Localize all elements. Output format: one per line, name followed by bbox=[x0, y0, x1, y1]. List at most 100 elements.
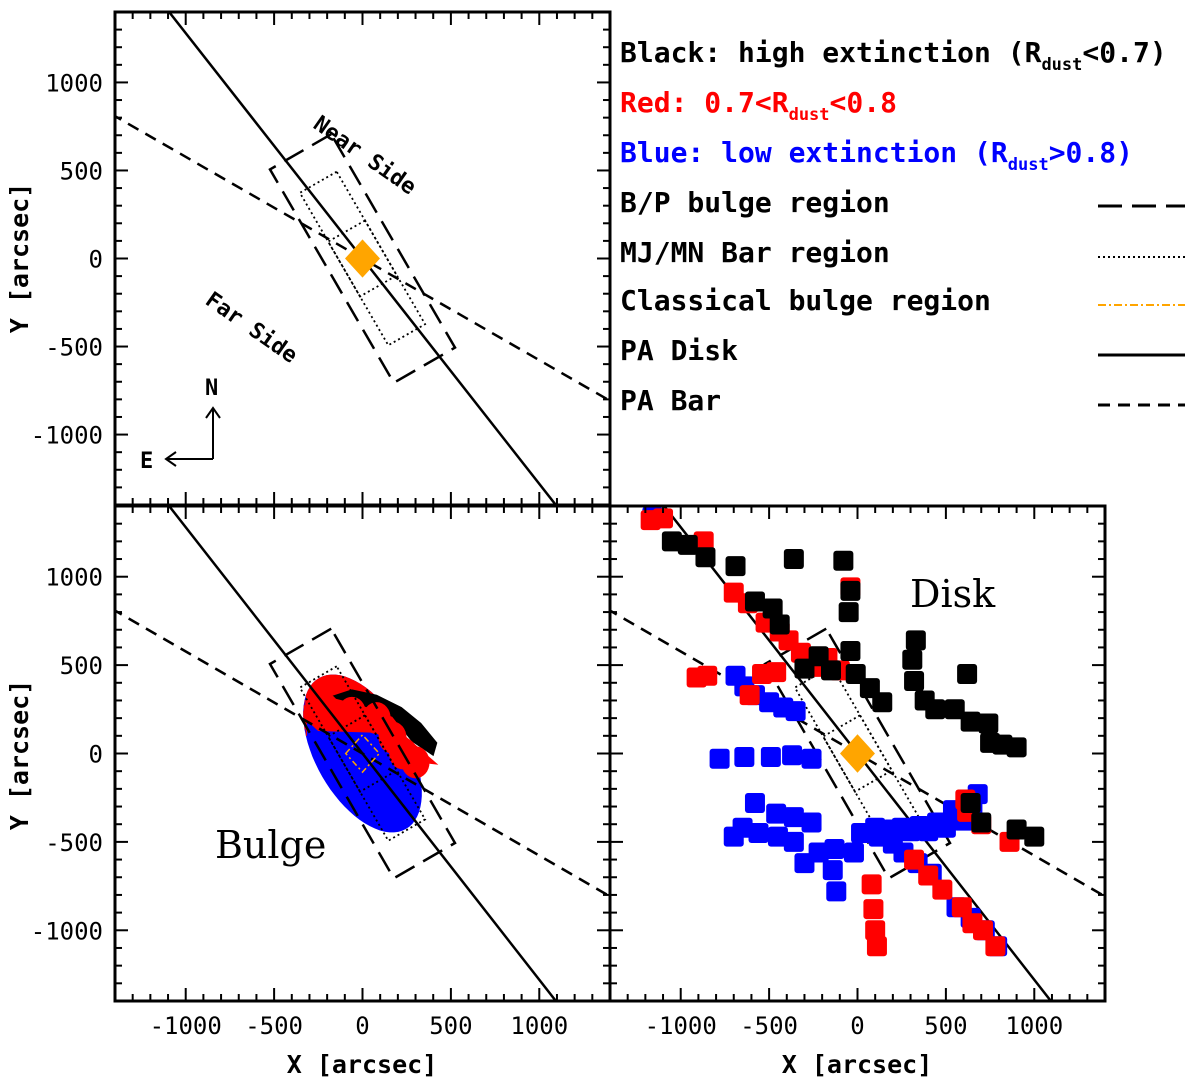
disk-black-point bbox=[902, 649, 923, 670]
disk-red-point bbox=[766, 662, 787, 683]
disk-red-point bbox=[865, 920, 886, 941]
y-tick-label: -500 bbox=[45, 334, 103, 362]
pa-bar-line bbox=[115, 609, 610, 898]
x-axis-label-right: X [arcsec] bbox=[782, 1050, 933, 1079]
x-tick-label: 500 bbox=[924, 1012, 967, 1040]
disk-blue-point bbox=[760, 747, 781, 768]
y-tick-label: -1000 bbox=[31, 422, 103, 450]
x-axis-label-left: X [arcsec] bbox=[287, 1050, 438, 1079]
disk-black-point bbox=[944, 699, 965, 720]
disk-blue-point bbox=[843, 842, 864, 863]
disk-black-point bbox=[769, 614, 790, 635]
bulge-black-region bbox=[328, 689, 438, 757]
disk-red-point bbox=[985, 936, 1006, 957]
legend-bp-bulge-label: B/P bulge region bbox=[620, 186, 890, 219]
x-tick-label: 1000 bbox=[510, 1012, 568, 1040]
disk-black-point bbox=[905, 630, 926, 651]
pa-bar-line bbox=[610, 609, 1105, 898]
disk-blue-point bbox=[826, 881, 847, 902]
bp-bulge-box bbox=[268, 132, 457, 385]
legend-red-text: Red: 0.7<Rdust<0.8 bbox=[620, 86, 897, 125]
disk-black-point bbox=[762, 598, 783, 619]
disk-blue-point bbox=[801, 812, 822, 833]
disk-blue-point bbox=[891, 817, 912, 838]
disk-blue-point bbox=[909, 815, 930, 836]
disk-blue-point bbox=[824, 838, 845, 859]
compass: N E bbox=[140, 376, 221, 474]
disk-blue-point bbox=[822, 860, 843, 881]
disk-red-point bbox=[918, 865, 939, 886]
disk-blue-point bbox=[766, 803, 787, 824]
inner-bar-box bbox=[326, 714, 399, 793]
bulge-red-blob bbox=[337, 696, 366, 729]
bulge-red-blob bbox=[311, 693, 340, 726]
y-axis-label-top: Y [arcsec] bbox=[5, 183, 34, 334]
bulge-red-blob bbox=[401, 746, 430, 779]
disk-blue-point bbox=[748, 823, 769, 844]
disk-blue-point bbox=[808, 842, 829, 863]
disk-red-point bbox=[861, 874, 882, 895]
legend-pa-disk-label: PA Disk bbox=[620, 334, 738, 367]
classical-bulge-region bbox=[840, 734, 875, 773]
disk-black-point bbox=[838, 602, 859, 623]
disk-black-point bbox=[794, 658, 815, 679]
disk-blue-point bbox=[709, 748, 730, 769]
disk-red-point bbox=[863, 899, 884, 920]
disk-black-point bbox=[904, 671, 925, 692]
disk-black-point bbox=[872, 692, 893, 713]
disk-black-point bbox=[695, 547, 716, 568]
disk-black-point bbox=[840, 640, 861, 661]
y-axis-label-bottom: Y [arcsec] bbox=[5, 680, 34, 831]
x-tick-label: -1000 bbox=[645, 1012, 717, 1040]
x-tick-label: 500 bbox=[429, 1012, 472, 1040]
disk-blue-point bbox=[732, 817, 753, 838]
legend-black-text: Black: high extinction (Rdust<0.7) bbox=[620, 36, 1167, 75]
disk-black-point bbox=[960, 711, 981, 732]
legend-bar-label: MJ/MN Bar region bbox=[620, 236, 890, 269]
east-label: E bbox=[140, 449, 153, 474]
disk-label: Disk bbox=[910, 572, 996, 616]
disk-blue-point bbox=[801, 748, 822, 769]
disk-black-point bbox=[840, 580, 861, 601]
x-tick-label: 0 bbox=[850, 1012, 864, 1040]
y-tick-label: -1000 bbox=[31, 917, 103, 945]
y-tick-label: 1000 bbox=[45, 564, 103, 592]
disk-red-point bbox=[697, 665, 718, 686]
far-side-label: Far Side bbox=[201, 287, 302, 368]
disk-blue-point bbox=[785, 701, 806, 722]
disk-black-point bbox=[978, 713, 999, 734]
disk-blue-point bbox=[782, 745, 803, 766]
inner-bar-box bbox=[326, 219, 399, 298]
x-tick-label: 0 bbox=[355, 1012, 369, 1040]
x-tick-label: -500 bbox=[740, 1012, 798, 1040]
disk-blue-point bbox=[783, 807, 804, 828]
disk-black-point bbox=[971, 812, 992, 833]
disk-black-point bbox=[957, 663, 978, 684]
disk-black-point bbox=[744, 591, 765, 612]
disk-panel: Disk -1000 -500 0 500 1000 bbox=[608, 504, 1107, 1040]
y-tick-label: 500 bbox=[60, 157, 103, 185]
disk-red-point bbox=[932, 879, 953, 900]
disk-blue-point bbox=[927, 812, 948, 833]
y-tick-label: 500 bbox=[60, 652, 103, 680]
y-tick-label: 0 bbox=[89, 246, 103, 274]
disk-black-point bbox=[1024, 826, 1045, 847]
disk-black-point bbox=[833, 550, 854, 571]
disk-blue-point bbox=[783, 831, 804, 852]
disk-red-point bbox=[693, 531, 714, 552]
disk-black-point bbox=[1006, 737, 1027, 758]
disk-black-point bbox=[820, 660, 841, 681]
disk-black-point bbox=[661, 531, 682, 552]
y-tick-label: -500 bbox=[45, 829, 103, 857]
disk-blue-point bbox=[734, 747, 755, 768]
classical-bulge-outline bbox=[344, 733, 381, 774]
disk-red-point bbox=[739, 685, 760, 706]
east-arrowhead bbox=[164, 451, 177, 467]
disk-red-point bbox=[653, 508, 674, 529]
x-tick-label: -1000 bbox=[150, 1012, 222, 1040]
bp-bulge-box bbox=[268, 626, 457, 881]
disk-black-point bbox=[783, 549, 804, 570]
legend-pa-bar-label: PA Bar bbox=[620, 384, 721, 417]
disk-red-point bbox=[904, 849, 925, 870]
north-label: N bbox=[205, 376, 218, 401]
